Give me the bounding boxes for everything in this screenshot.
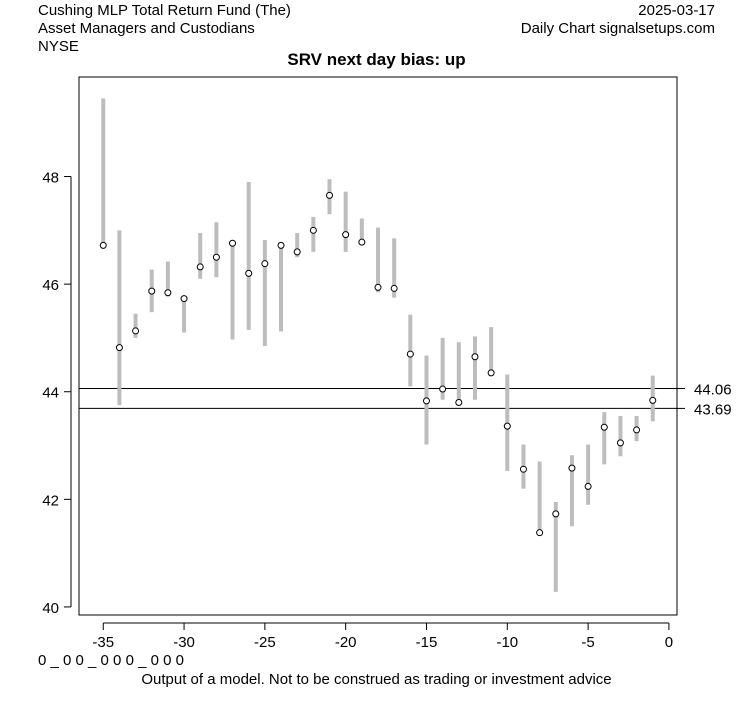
exchange-label: NYSE [38,38,79,55]
company-name: Cushing MLP Total Return Fund (The) [38,2,291,19]
close-point [164,289,172,297]
close-point [148,287,156,295]
chart-title: SRV next day bias: up [287,50,466,69]
close-point [212,253,220,261]
close-point [374,283,382,291]
close-point [309,226,317,234]
close-point [196,263,204,271]
plot-frame [78,76,678,616]
disclaimer-note: Output of a model. Not to be construed a… [141,671,612,688]
footer-code: 0 _ 0 0 _ 0 0 0 _ 0 0 0 [38,652,184,669]
close-point [487,369,495,377]
close-point [390,284,398,292]
x-tick-label: 0 [665,634,673,651]
close-point [649,396,657,404]
close-point [568,464,576,472]
close-point [406,350,414,358]
close-point [503,422,511,430]
close-point [261,260,269,268]
close-point [616,439,624,447]
level-label: 43.69 [694,401,732,418]
close-point [536,529,544,537]
x-tick-label: -25 [254,634,276,651]
x-tick-label: -35 [92,634,114,651]
y-tick-label: 48 [42,170,59,187]
level-label: 44.06 [694,382,732,399]
y-tick-label: 46 [42,277,59,294]
x-tick-label: -20 [335,634,357,651]
close-point [293,248,301,256]
close-point [455,398,463,406]
y-tick-label: 44 [42,385,59,402]
sector-label: Asset Managers and Custodians [38,20,255,37]
close-point [633,426,641,434]
close-point [277,241,285,249]
close-point [358,238,366,246]
y-tick-label: 42 [42,492,59,509]
x-tick-label: -15 [416,634,438,651]
close-point [180,295,188,303]
close-point [245,269,253,277]
close-point [132,327,140,335]
chart-date: 2025-03-17 [638,2,715,19]
close-point [422,397,430,405]
close-point [439,385,447,393]
x-tick-label: -30 [173,634,195,651]
x-tick-label: -5 [581,634,594,651]
close-point [552,510,560,518]
close-point [471,353,479,361]
close-point [342,231,350,239]
close-point [326,191,334,199]
chart-source: Daily Chart signalsetups.com [520,20,715,37]
close-point [99,241,107,249]
close-point [115,344,123,352]
x-tick-label: -10 [496,634,518,651]
close-point [584,482,592,490]
y-tick-label: 40 [42,600,59,617]
close-point [600,423,608,431]
close-point [229,239,237,247]
close-point [519,465,527,473]
